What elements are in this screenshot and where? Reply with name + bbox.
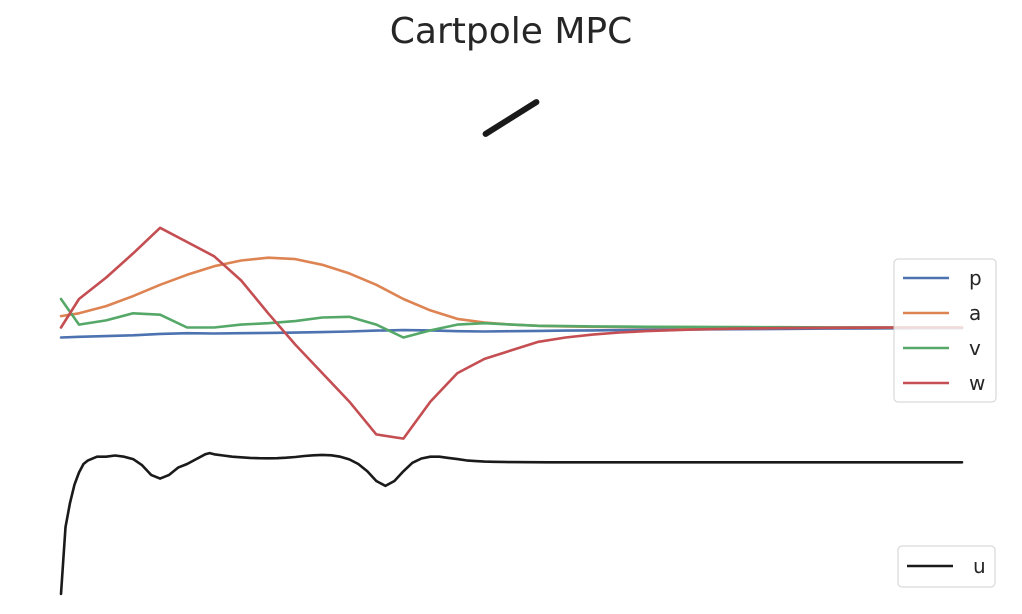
states-series-a	[59, 256, 964, 329]
control-legend-label-u: u	[973, 554, 986, 578]
states-legend-label-p: p	[969, 266, 982, 290]
cartpole-view	[482, 99, 540, 137]
states-legend-label-w: w	[969, 371, 985, 395]
states-series-v	[59, 297, 964, 339]
states-legend-box	[893, 258, 997, 403]
control-series-u	[59, 451, 964, 596]
states-legend-label-a: a	[969, 301, 981, 325]
control-legend: u	[897, 545, 996, 588]
states-plot	[59, 226, 964, 440]
states-series-w	[59, 226, 964, 440]
chart-title: Cartpole MPC	[390, 11, 633, 52]
control-plot	[59, 451, 964, 596]
pole-line	[482, 99, 540, 137]
states-series-p	[59, 326, 964, 339]
states-legend-label-v: v	[969, 336, 981, 360]
